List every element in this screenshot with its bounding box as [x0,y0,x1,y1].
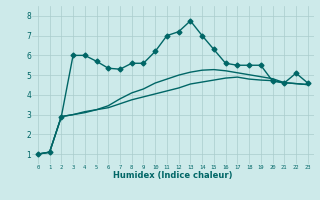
X-axis label: Humidex (Indice chaleur): Humidex (Indice chaleur) [113,171,233,180]
